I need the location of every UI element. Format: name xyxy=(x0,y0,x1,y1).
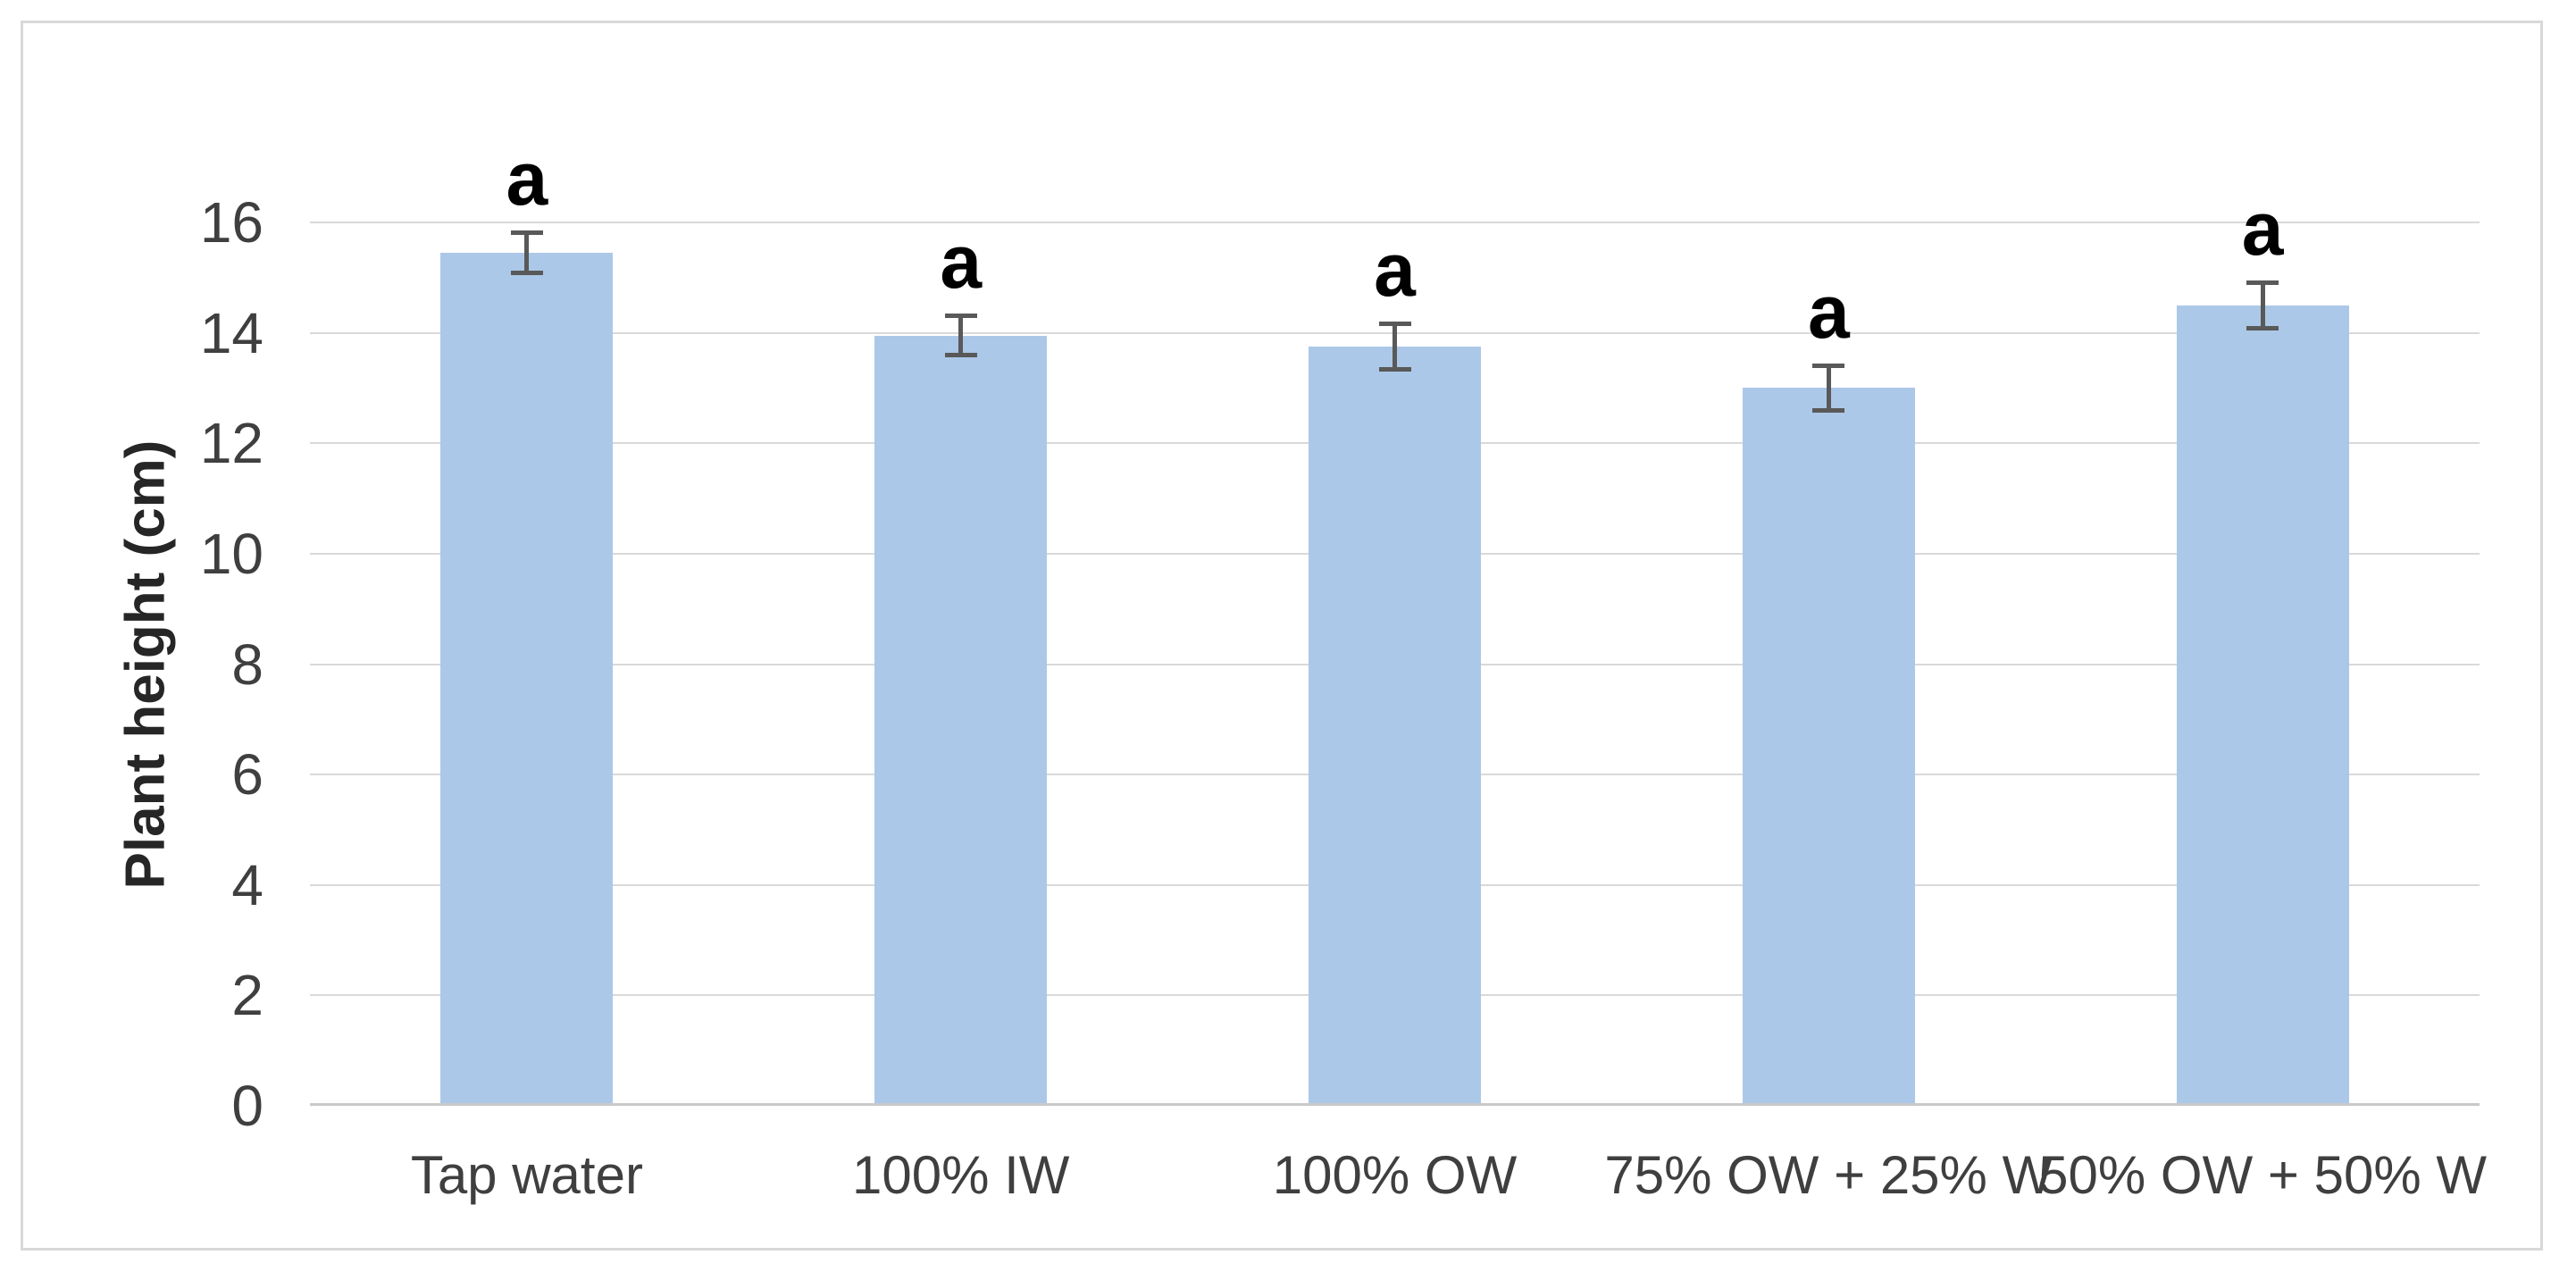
error-bar-top-cap xyxy=(2246,280,2279,285)
bar xyxy=(874,335,1048,1106)
category-label: 100% IW xyxy=(851,1145,1070,1205)
significance-letter: a xyxy=(2241,186,2284,271)
error-bar xyxy=(958,313,964,358)
y-axis-tick-label: 16 xyxy=(199,190,263,255)
bar xyxy=(2176,305,2349,1106)
error-bar xyxy=(1393,322,1397,372)
y-axis-tick-label: 8 xyxy=(231,632,263,697)
error-bar-bottom-cap xyxy=(510,270,543,275)
error-bar-bottom-cap xyxy=(944,353,977,358)
y-axis-tick-label: 0 xyxy=(231,1074,263,1138)
bar xyxy=(1742,388,1915,1106)
error-bar-bottom-cap xyxy=(2246,325,2279,330)
category-label: 75% OW + 25% W xyxy=(1604,1145,2053,1205)
y-axis-tick-label: 2 xyxy=(231,963,263,1028)
error-bar-top-cap xyxy=(1378,322,1411,327)
y-axis-tick-label: 4 xyxy=(231,852,263,917)
significance-letter: a xyxy=(1374,228,1416,313)
error-bar xyxy=(1826,363,1831,414)
gridline xyxy=(310,222,2480,223)
category-label: Tap water xyxy=(410,1145,643,1205)
significance-letter: a xyxy=(940,220,983,304)
y-axis-tick-label: 12 xyxy=(199,411,263,476)
y-axis-tick-label: 6 xyxy=(231,742,263,807)
bar xyxy=(440,253,614,1106)
y-axis-tick-label: 14 xyxy=(199,300,263,365)
bar xyxy=(1309,347,1481,1106)
error-bar-bottom-cap xyxy=(1378,366,1411,372)
significance-letter: a xyxy=(506,137,548,222)
category-label: 50% OW + 50% W xyxy=(2038,1145,2487,1205)
significance-letter: a xyxy=(1807,269,1850,354)
error-bar xyxy=(2260,280,2265,330)
x-axis-line xyxy=(310,1103,2480,1106)
category-label: 100% OW xyxy=(1272,1145,1518,1205)
error-bar xyxy=(524,230,530,275)
error-bar-bottom-cap xyxy=(1812,408,1845,414)
error-bar-top-cap xyxy=(510,230,543,236)
error-bar-top-cap xyxy=(1812,363,1845,368)
error-bar-top-cap xyxy=(944,313,977,318)
y-axis-tick-label: 10 xyxy=(199,521,263,586)
